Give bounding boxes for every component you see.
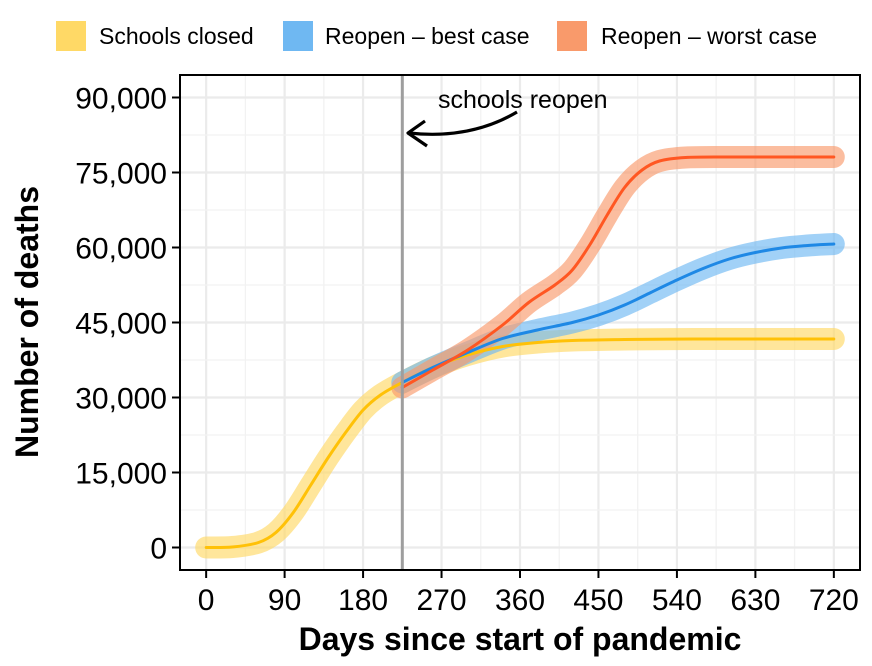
series-line-reopen-worst-case — [400, 155, 836, 389]
x-tick-label: 540 — [652, 584, 702, 617]
x-tick-label: 720 — [809, 584, 859, 617]
y-tick-label: 30,000 — [75, 383, 167, 416]
y-tick-label: 60,000 — [75, 233, 167, 266]
x-tick-label: 360 — [495, 584, 545, 617]
legend-label-reopen-worst: Reopen – worst case — [601, 23, 817, 49]
y-tick-label: 45,000 — [75, 308, 167, 341]
annotation-schools-reopen: schools reopen — [438, 86, 608, 114]
legend-label-reopen-best: Reopen – best case — [325, 23, 530, 49]
series-line-reopen-best-case — [400, 242, 836, 384]
y-tick-label: 75,000 — [75, 158, 167, 191]
x-tick-label: 180 — [338, 584, 388, 617]
legend-swatch-reopen-best — [283, 21, 313, 51]
y-axis: 0 15,000 30,000 45,000 60,000 75,000 90,000 — [75, 83, 180, 566]
annotation-arrowhead — [406, 119, 428, 148]
series-line-schools-closed — [204, 337, 836, 550]
x-tick-label: 450 — [573, 584, 623, 617]
x-axis: 0 90 180 270 360 450 540 630 720 — [198, 570, 859, 617]
series-lines — [204, 155, 836, 550]
y-tick-label: 0 — [150, 533, 167, 566]
legend-swatch-schools-closed — [56, 21, 86, 51]
legend-swatch-reopen-worst — [557, 21, 587, 51]
annotation-arrow — [408, 110, 518, 136]
x-tick-label: 90 — [268, 584, 301, 617]
x-tick-label: 0 — [198, 584, 215, 617]
y-axis-title: Number of deaths — [9, 186, 45, 458]
y-tick-label: 15,000 — [75, 458, 167, 491]
legend: Schools closed Reopen – best case Reopen… — [56, 21, 817, 51]
legend-label-schools-closed: Schools closed — [99, 23, 254, 49]
x-tick-label: 270 — [417, 584, 467, 617]
x-axis-title: Days since start of pandemic — [299, 621, 742, 657]
y-tick-label: 90,000 — [75, 83, 167, 116]
x-tick-label: 630 — [730, 584, 780, 617]
